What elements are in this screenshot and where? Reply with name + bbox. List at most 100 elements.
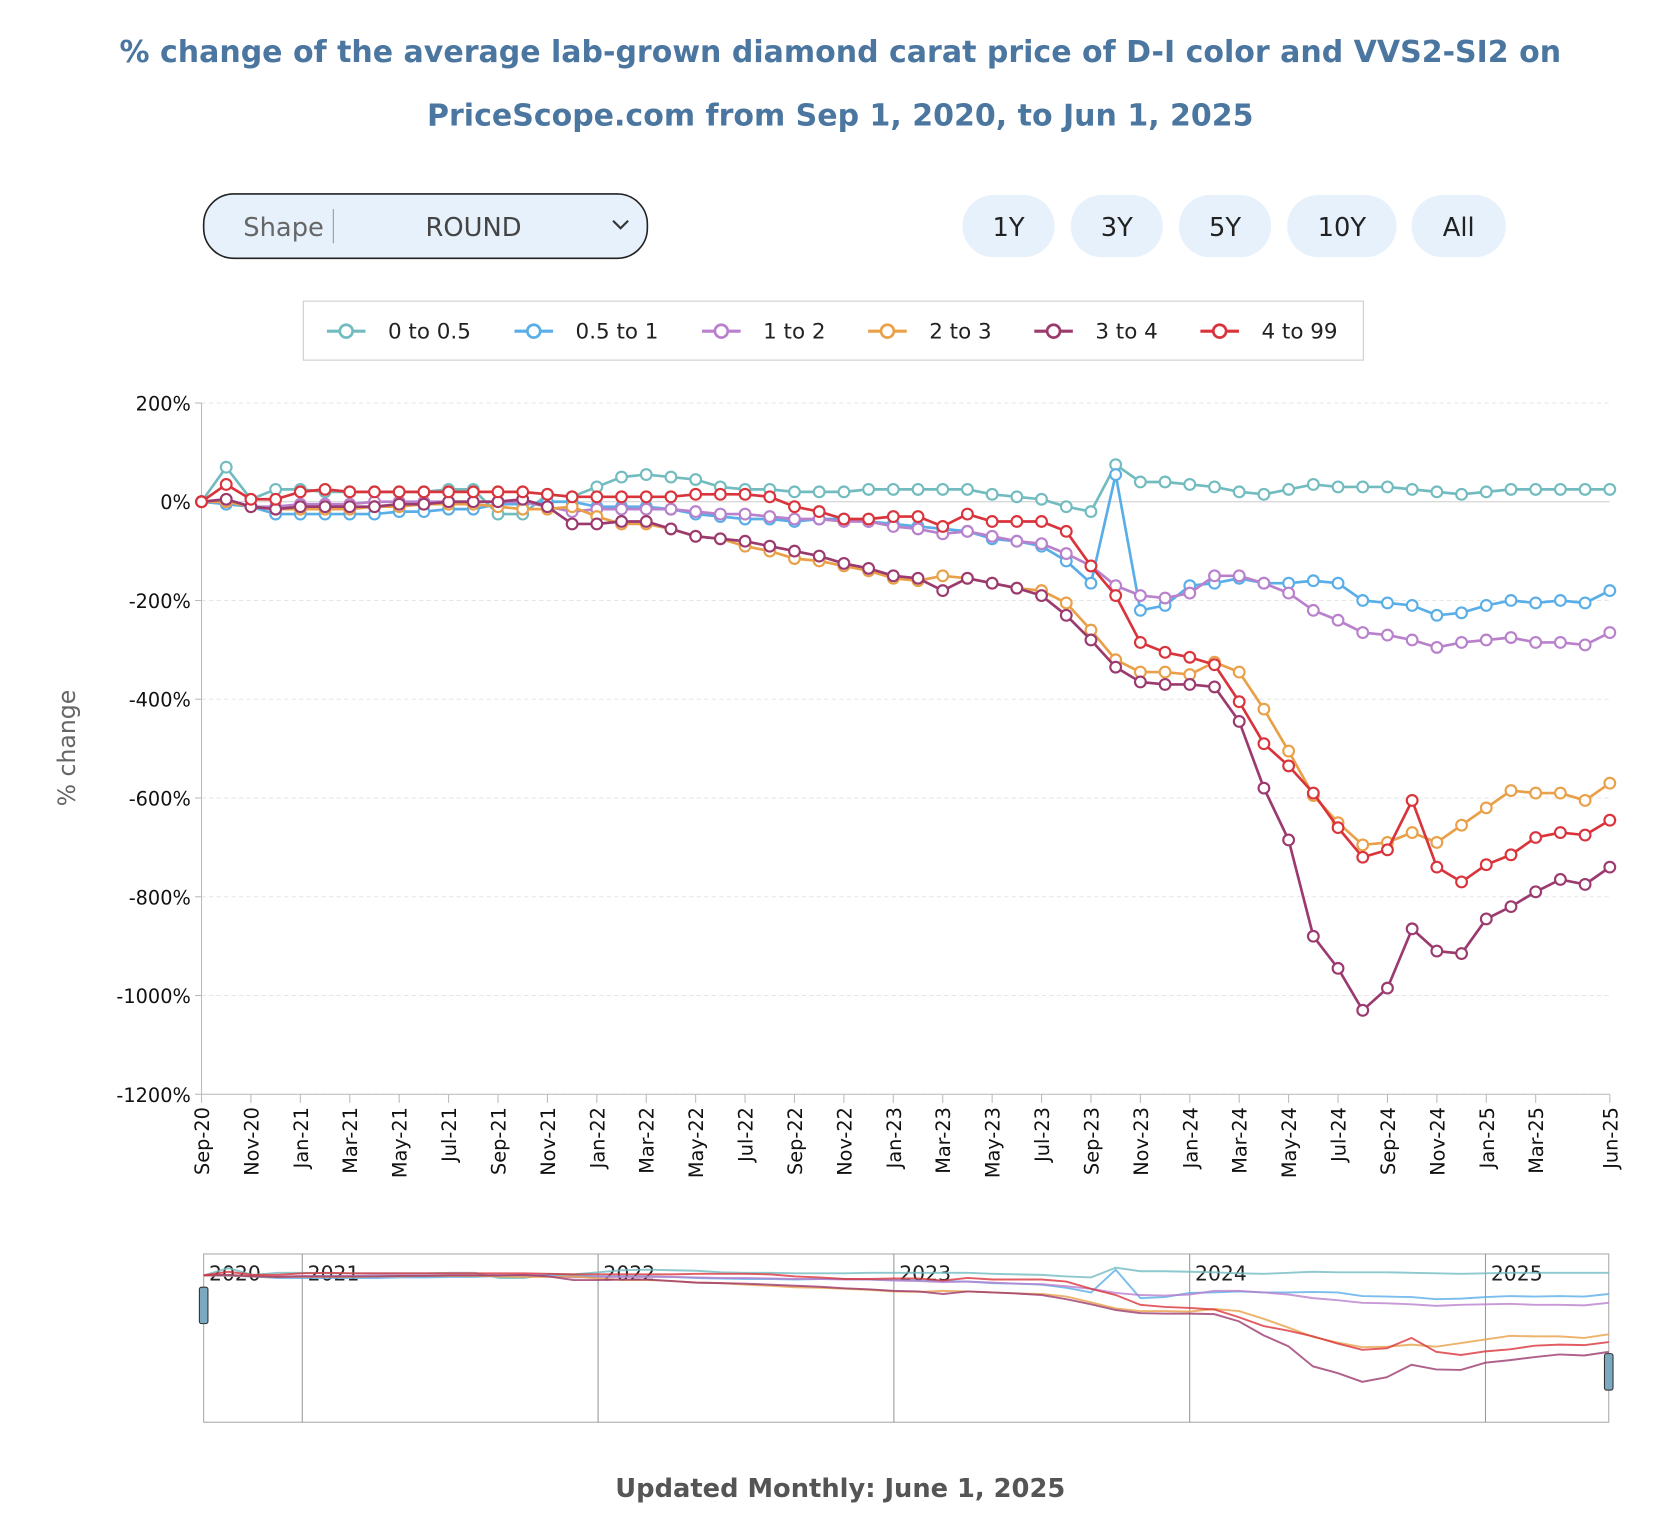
point — [1232, 569, 1246, 583]
point — [615, 515, 628, 528]
point — [812, 485, 826, 499]
point — [689, 473, 703, 486]
range-button-bg[interactable] — [1070, 195, 1163, 258]
dropdown-box[interactable] — [202, 193, 649, 260]
point — [936, 482, 950, 496]
legend-label[interactable]: 4 to 99 — [1261, 320, 1337, 345]
point — [1479, 633, 1493, 647]
legend-item[interactable]: 3 to 4 — [1034, 320, 1158, 345]
range-button-label[interactable]: 1Y — [993, 213, 1025, 243]
point — [1405, 794, 1419, 807]
point — [1356, 838, 1370, 852]
point — [738, 507, 752, 521]
point — [1035, 492, 1048, 506]
navigator-line — [203, 1270, 1609, 1356]
range-button-label[interactable]: 5Y — [1209, 213, 1241, 243]
series-line — [201, 497, 1611, 1013]
legend-item[interactable]: 1 to 2 — [702, 320, 826, 345]
navigator-handle[interactable] — [1603, 1353, 1614, 1391]
legend-label[interactable]: 3 to 4 — [1095, 320, 1157, 345]
point — [1331, 480, 1345, 494]
range-button-label[interactable]: 3Y — [1101, 213, 1133, 243]
legend-item[interactable]: 2 to 3 — [868, 320, 992, 345]
point — [1282, 759, 1296, 773]
range-button-bg[interactable] — [1178, 195, 1272, 258]
point — [1603, 860, 1617, 874]
x-tick-label: May-22 — [685, 1107, 708, 1178]
point — [985, 576, 999, 590]
legend-label[interactable]: 1 to 2 — [763, 320, 825, 345]
point — [1158, 665, 1172, 679]
point — [1356, 850, 1370, 864]
point — [1282, 482, 1296, 496]
point — [1183, 678, 1197, 691]
x-tick-label: Sep-20 — [191, 1107, 214, 1175]
point — [1059, 608, 1073, 622]
legend-label[interactable]: 0 to 0.5 — [388, 320, 471, 345]
legend-marker[interactable] — [1045, 323, 1062, 339]
range-button-bg[interactable] — [1287, 195, 1397, 258]
range-button-label[interactable]: All — [1443, 213, 1475, 243]
y-tick-label: -400% — [129, 689, 191, 712]
point — [1430, 860, 1444, 874]
x-tick-label: Jul-22 — [735, 1107, 758, 1163]
point — [639, 490, 653, 504]
point — [1381, 981, 1394, 995]
point — [1331, 961, 1345, 975]
series-line — [200, 482, 1611, 884]
point — [788, 485, 801, 499]
point — [219, 492, 233, 506]
range-button-bg[interactable] — [1411, 195, 1506, 258]
point — [1356, 1003, 1370, 1017]
legend-item[interactable]: 0 to 0.5 — [326, 320, 471, 345]
legend-marker[interactable] — [713, 323, 730, 339]
range-button[interactable]: 5Y — [1178, 195, 1272, 258]
point — [1331, 613, 1345, 627]
legend-marker[interactable] — [1211, 323, 1228, 339]
point — [1109, 589, 1123, 602]
legend-marker[interactable] — [525, 323, 542, 339]
legend-item[interactable]: 0.5 to 1 — [514, 320, 658, 345]
navigator[interactable] — [203, 1253, 1610, 1423]
point — [837, 512, 851, 526]
point — [1257, 702, 1271, 716]
x-tick-label: Mar-25 — [1525, 1107, 1548, 1174]
point — [961, 524, 974, 538]
legend-label[interactable]: 2 to 3 — [929, 320, 991, 345]
point — [1603, 482, 1617, 496]
range-button[interactable]: All — [1411, 195, 1506, 258]
point — [763, 510, 777, 523]
point — [1257, 781, 1271, 795]
legend-marker[interactable] — [879, 323, 896, 339]
point — [812, 549, 826, 563]
range-button[interactable]: 1Y — [962, 195, 1055, 258]
point — [1504, 631, 1518, 644]
point — [1356, 480, 1370, 494]
legend-marker[interactable] — [338, 323, 354, 339]
point — [1603, 626, 1617, 640]
point — [961, 571, 974, 585]
point — [1183, 478, 1197, 491]
point — [368, 500, 381, 514]
legend-item[interactable]: 4 to 99 — [1200, 320, 1338, 345]
point — [886, 569, 900, 583]
y-tick-label: -200% — [129, 590, 191, 613]
point — [516, 485, 530, 499]
range-button[interactable]: 3Y — [1070, 195, 1163, 258]
point — [1405, 826, 1419, 839]
shape-dropdown[interactable]: Shape ROUND — [202, 193, 649, 260]
point — [1578, 638, 1592, 652]
range-button-label[interactable]: 10Y — [1318, 213, 1367, 243]
point — [1133, 589, 1147, 602]
point — [269, 492, 283, 506]
point — [1158, 678, 1172, 691]
range-button-bg[interactable] — [962, 195, 1055, 258]
legend-label[interactable]: 0.5 to 1 — [576, 320, 659, 345]
point — [1529, 636, 1543, 649]
navigator-handle[interactable] — [198, 1286, 209, 1325]
point — [293, 500, 307, 514]
range-button[interactable]: 10Y — [1287, 195, 1397, 258]
point — [1183, 586, 1197, 600]
y-axis-label: % change — [53, 690, 81, 807]
